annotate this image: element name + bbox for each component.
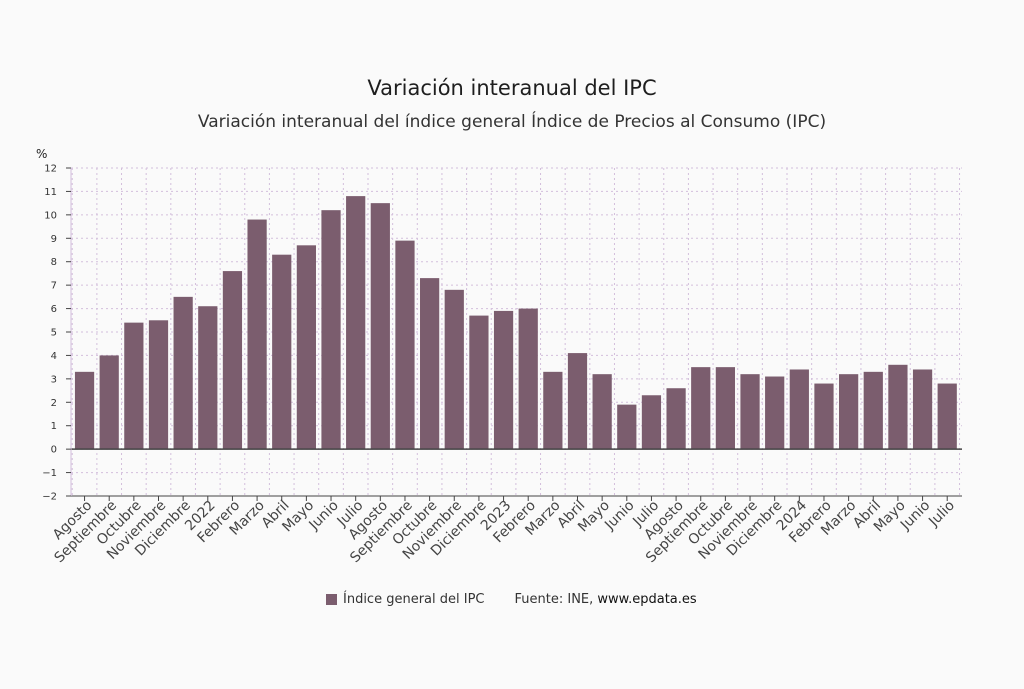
bar-25 [691,367,711,450]
bar-31 [839,374,859,450]
legend-label: Índice general del IPC [343,592,485,607]
bar-24 [666,388,686,450]
bar-10 [321,210,341,450]
bar-33 [888,364,908,450]
bar-1 [99,355,119,450]
y-tick-label-9: 7 [51,281,57,292]
bar-15 [444,289,464,450]
bar-2 [124,322,144,450]
bar-32 [863,371,883,450]
x-tick-label-35: Julio [925,498,958,531]
bar-5 [198,306,218,450]
bar-16 [469,315,489,450]
y-axis-unit: % [36,147,47,161]
bar-17 [493,310,514,450]
y-tick-label-12: 10 [44,210,57,221]
bar-3 [148,320,169,450]
bar-26 [715,367,735,450]
y-tick-label-7: 5 [51,328,57,339]
bar-19 [543,371,563,450]
x-axis-ticks: AgostoSeptiembreOctubreNoviembreDiciembr… [50,496,958,566]
bar-29 [789,369,809,450]
bar-11 [346,196,366,450]
bar-9 [296,245,316,450]
y-tick-label-14: 12 [44,164,57,175]
bar-23 [641,395,662,450]
y-tick-label-10: 8 [51,257,57,268]
bar-8 [272,254,292,450]
legend-swatch [326,594,337,605]
bar-21 [592,374,612,450]
bar-30 [814,383,834,450]
bar-20 [567,353,588,450]
bar-12 [370,203,390,450]
bar-7 [247,219,267,450]
chart-bars [74,196,957,450]
bar-4 [173,296,193,450]
bar-28 [765,376,785,450]
bar-14 [420,278,440,450]
y-tick-label-1: −1 [42,468,57,479]
bar-13 [395,240,415,450]
bar-6 [222,271,243,450]
source-note: Fuente: INE, www.epdata.es [515,592,697,607]
bar-35 [937,383,957,450]
chart-title: Variación interanual del IPC [367,76,657,100]
y-tick-label-4: 2 [51,398,57,409]
y-tick-label-2: 0 [51,445,57,456]
bar-18 [518,308,538,450]
y-tick-label-0: −2 [42,492,57,503]
bar-34 [912,369,933,450]
y-tick-label-5: 3 [51,374,57,385]
bar-0 [74,371,95,450]
y-tick-label-11: 9 [51,234,57,245]
legend: Índice general del IPC Fuente: INE, www.… [326,592,697,607]
y-tick-label-8: 6 [51,304,57,315]
y-tick-label-13: 11 [44,187,57,198]
source-link[interactable]: www.epdata.es [597,592,697,607]
bar-22 [617,404,637,450]
chart-subtitle: Variación interanual del índice general … [197,112,827,132]
bar-27 [740,374,760,450]
y-tick-label-3: 1 [51,421,57,432]
source-prefix: Fuente: INE, [514,592,598,607]
y-tick-label-6: 4 [51,351,57,362]
